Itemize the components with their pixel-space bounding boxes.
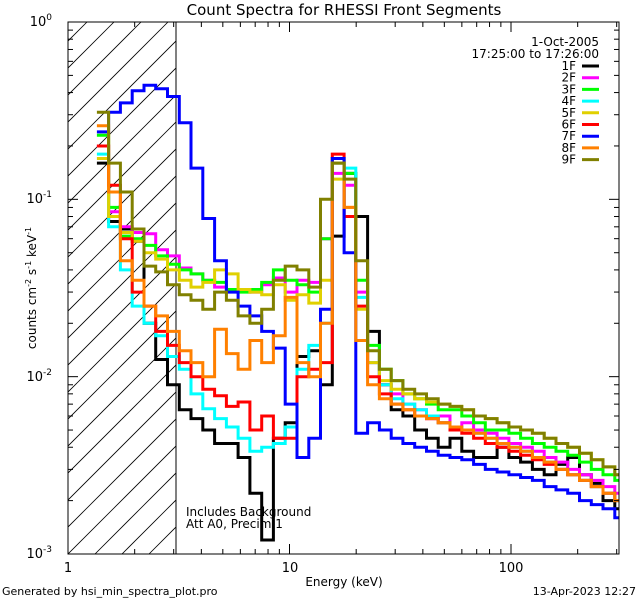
- x-axis-label: Energy (keV): [305, 575, 382, 589]
- legend-label-9F: 9F: [561, 153, 576, 167]
- legend-label-6F: 6F: [561, 118, 576, 132]
- annotation-attenuator: Att A0, Precim 1: [186, 517, 283, 531]
- date-label: 1-Oct-2005: [531, 35, 599, 49]
- x-tick-label-10: 10: [282, 561, 299, 576]
- hatch-line: [68, 22, 88, 42]
- hatch-line: [68, 445, 176, 554]
- legend-label-5F: 5F: [561, 106, 576, 120]
- hatch-line: [68, 418, 176, 528]
- legend-label-7F: 7F: [561, 129, 576, 143]
- y-axis-label: counts cm-2 s-1 keV-1: [24, 227, 39, 349]
- hatch-line: [68, 22, 169, 123]
- series-line-9F: [96, 110, 619, 477]
- annotation-background: Includes Background: [186, 505, 311, 519]
- y-tick-label-1: 100: [30, 13, 53, 30]
- hatch-line: [68, 67, 176, 177]
- footer-generated-by: Generated by hsi_min_spectra_plot.pro: [2, 585, 218, 598]
- hatch-line: [68, 391, 176, 501]
- legend-label-8F: 8F: [561, 141, 576, 155]
- chart-title: Count Spectra for RHESSI Front Segments: [187, 1, 502, 19]
- series-layer: [96, 83, 619, 542]
- hatch-line: [68, 202, 176, 312]
- series-line-3F: [96, 133, 619, 482]
- legend-label-4F: 4F: [561, 94, 576, 108]
- y-tick-label-0.01: 10-2: [26, 368, 52, 385]
- axis-ticks: [67, 21, 619, 555]
- x-tick-label-1: 1: [64, 561, 72, 576]
- hatch-line: [68, 175, 176, 285]
- time-range-label: 17:25:00 to 17:26:00: [472, 47, 599, 61]
- legend-label-3F: 3F: [561, 82, 576, 96]
- y-tick-labels: 10-3 10-2 10-1 100: [26, 13, 52, 562]
- footer-timestamp: 13-Apr-2023 12:27: [533, 585, 636, 598]
- y-tick-label-0.001: 10-3: [26, 545, 52, 562]
- hatch-line: [68, 22, 115, 69]
- hatch-line: [68, 229, 176, 339]
- plot-frame: [67, 21, 620, 555]
- series-line-8F: [96, 124, 619, 503]
- hatch-line: [68, 364, 176, 474]
- hatch-line: [68, 94, 176, 204]
- y-tick-label-0.1: 10-1: [26, 190, 52, 207]
- x-tick-label-100: 100: [499, 561, 524, 576]
- legend-label-1F: 1F: [561, 59, 576, 73]
- series-line-7F: [96, 83, 619, 520]
- x-tick-labels: 1 10 100: [64, 561, 524, 576]
- hatch-line: [68, 256, 176, 366]
- legend-label-2F: 2F: [561, 71, 576, 85]
- hatch-line: [68, 283, 176, 393]
- hatch-line: [68, 40, 176, 150]
